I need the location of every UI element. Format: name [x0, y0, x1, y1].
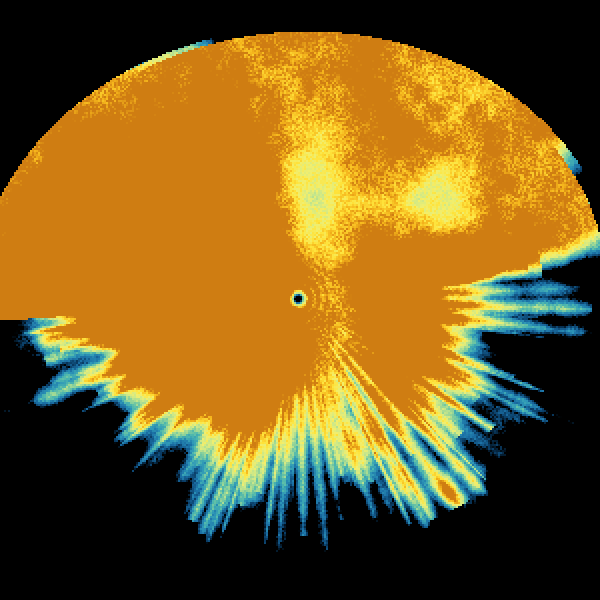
image-viewport: Radio intensity map jet-like rainbow com… [0, 0, 600, 600]
radio-intensity-heatmap [0, 0, 600, 600]
